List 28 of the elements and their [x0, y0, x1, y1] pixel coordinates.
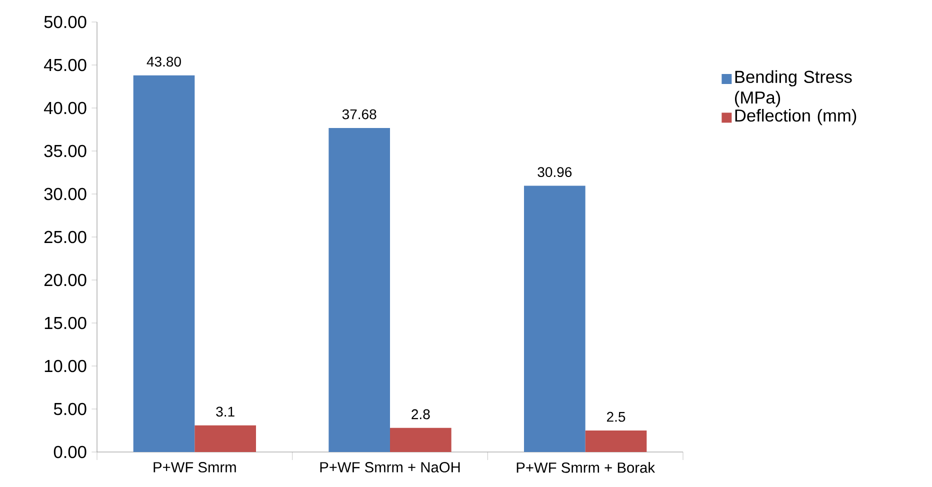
- bar: [133, 75, 195, 452]
- x-tick-label: P+WF Smrm: [154, 462, 236, 472]
- y-tick-label: 40.00: [44, 102, 86, 114]
- data-label: 2.5: [606, 412, 626, 422]
- y-tick-label: 25.00: [44, 230, 86, 244]
- bar: [328, 128, 390, 452]
- y-tick-label: 20.00: [44, 274, 86, 286]
- x-tick-label: P+WF Smrm + NaOH: [320, 462, 460, 472]
- bar: [194, 425, 256, 452]
- data-label: 2.8: [412, 409, 430, 420]
- y-tick-label: 50.00: [44, 16, 86, 28]
- y-tick-label: 35.00: [44, 144, 86, 158]
- y-tick-label: 10.00: [44, 360, 86, 372]
- x-tick-label: P+WF Smrm + Borak: [516, 462, 656, 473]
- data-label: 30.96: [538, 167, 572, 178]
- legend-label: Bending Stress (MPa): [735, 70, 852, 108]
- y-tick-label: 5.00: [54, 402, 86, 416]
- y-tick-label: 0.00: [54, 446, 86, 458]
- bar: [524, 186, 586, 452]
- legend-label: Deflection (mm): [735, 108, 856, 126]
- bar: [585, 430, 647, 452]
- y-tick-label: 15.00: [44, 316, 86, 330]
- data-label: 43.80: [146, 56, 181, 67]
- y-tick-label: 30.00: [44, 188, 86, 200]
- y-tick-label: 45.00: [44, 58, 86, 72]
- data-label: 3.1: [216, 406, 234, 417]
- bar: [390, 428, 452, 452]
- data-label: 37.68: [342, 109, 376, 120]
